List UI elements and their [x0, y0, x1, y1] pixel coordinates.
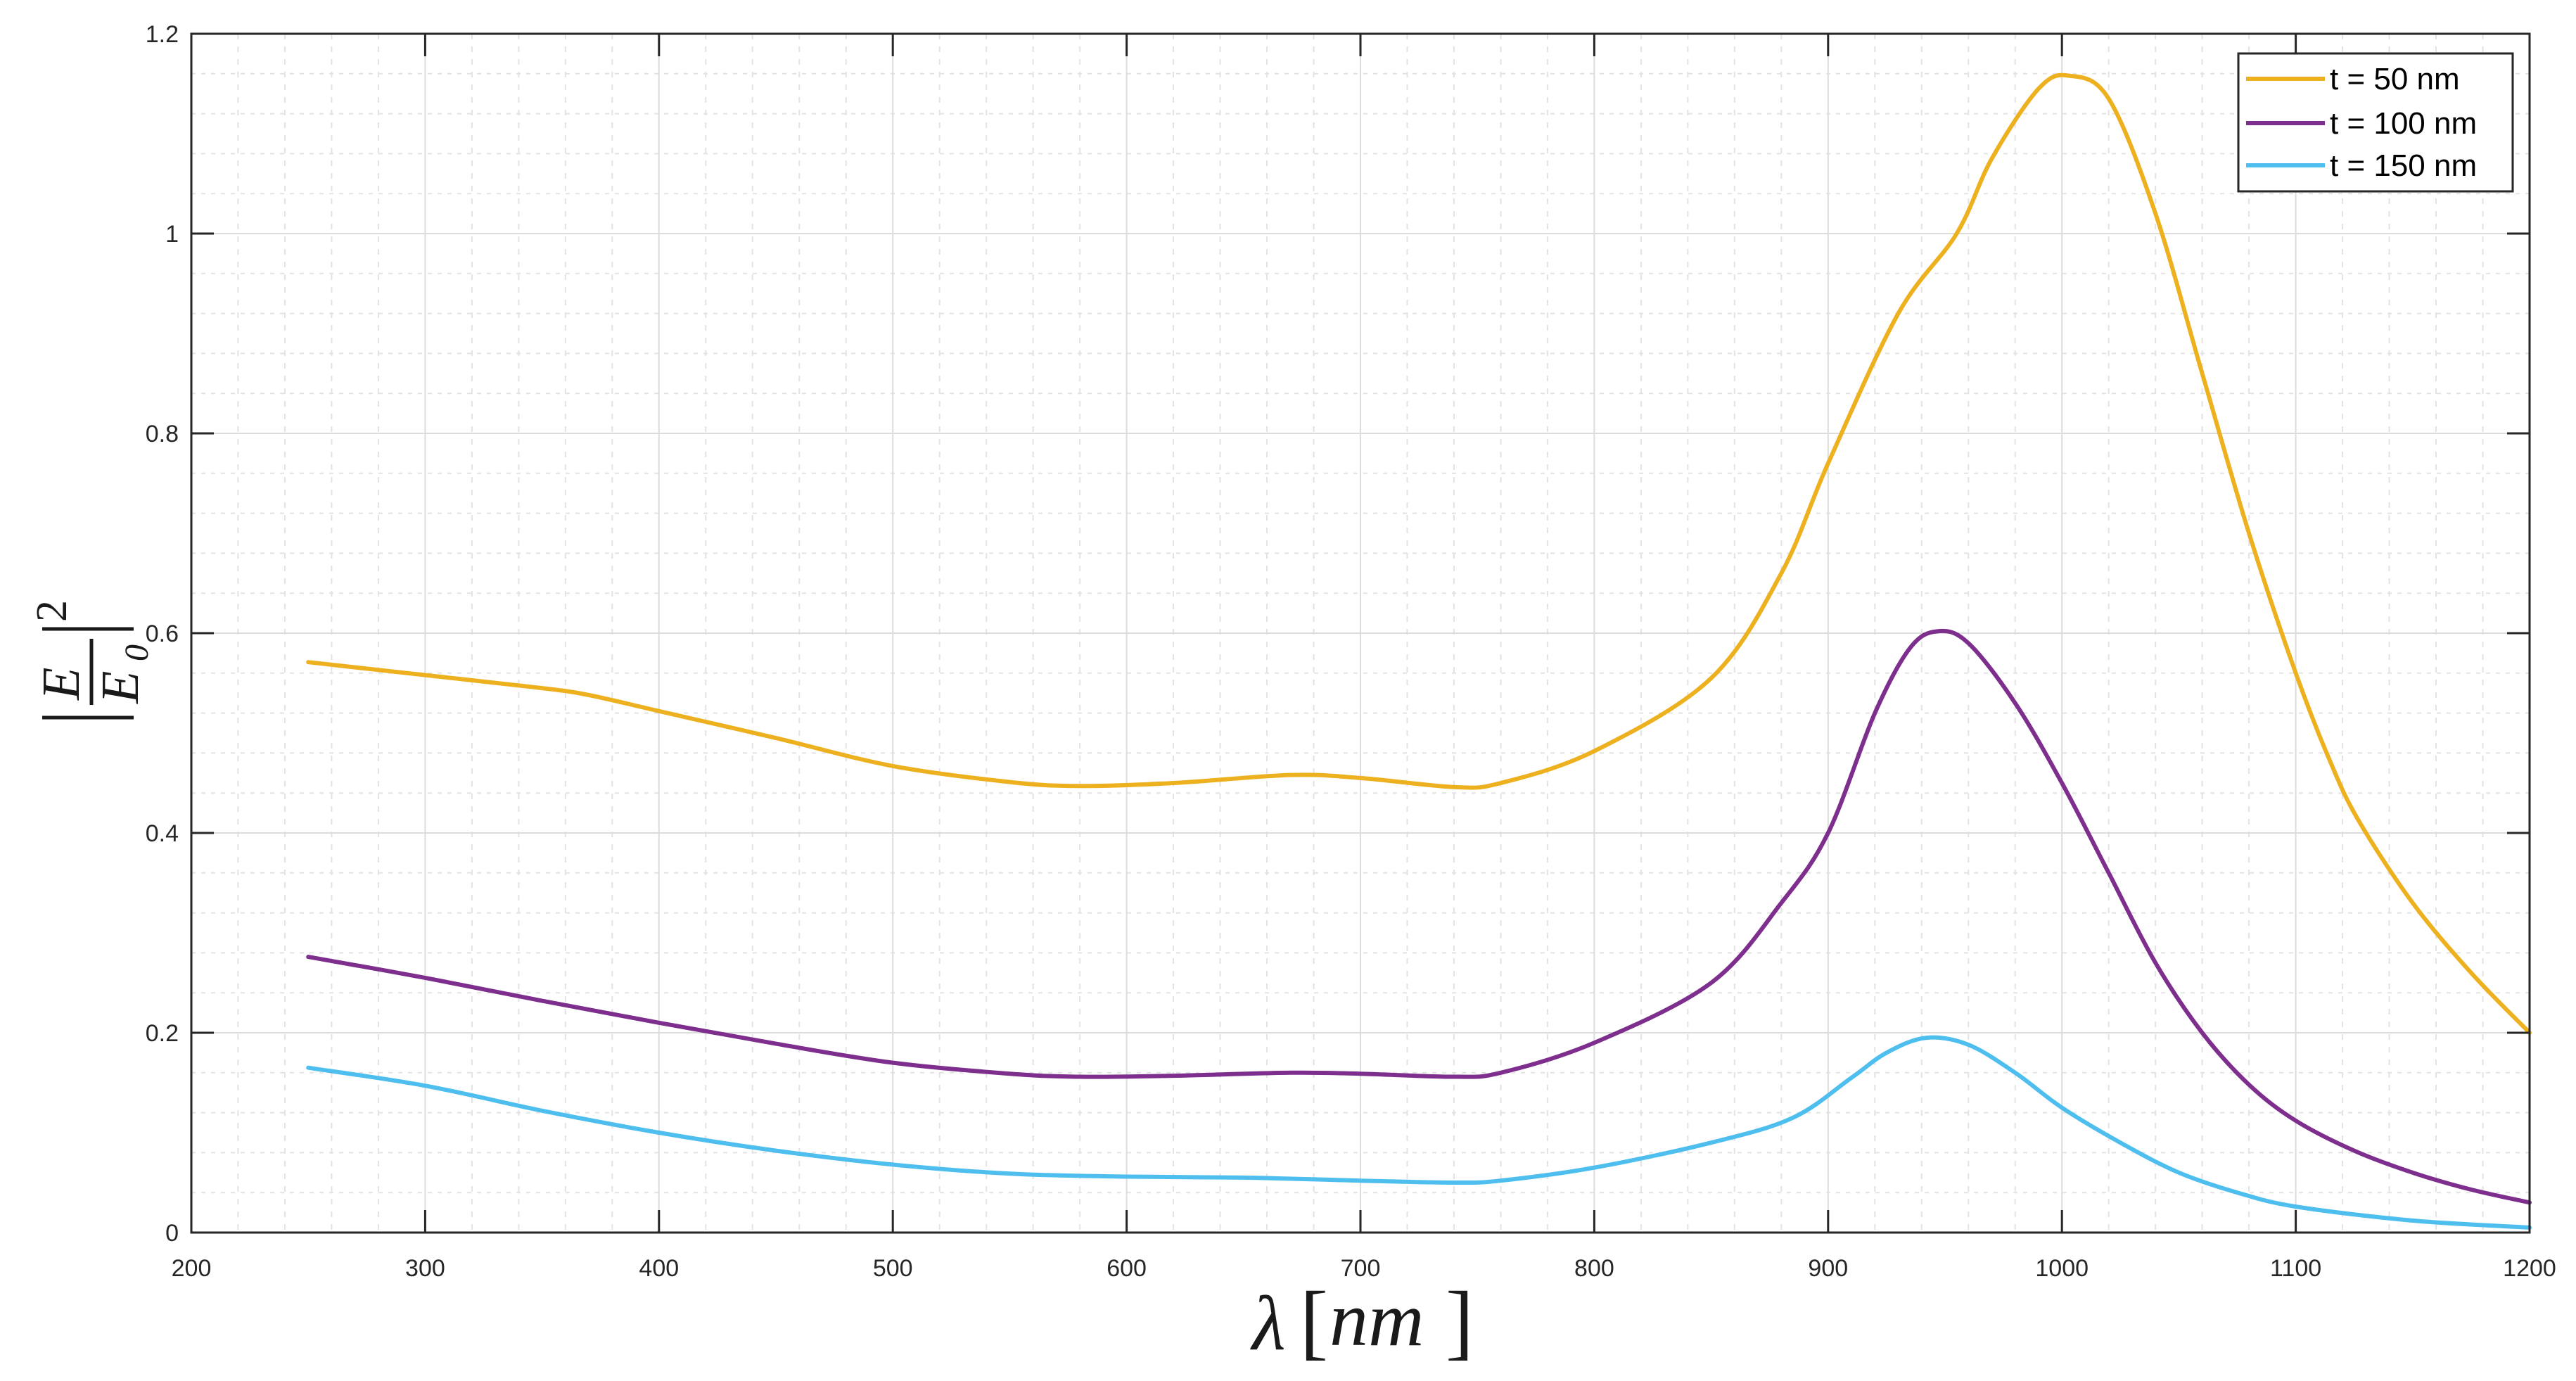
series-line-t150: [306, 1035, 2532, 1230]
y-tick-label: 1.2: [146, 21, 179, 48]
x-tick-label: 800: [1574, 1255, 1614, 1282]
series-line-t100: [306, 628, 2532, 1205]
series-layer: [306, 72, 2532, 1230]
y-tick-label: 0.6: [146, 621, 179, 647]
x-axis-label-unit: nm: [1330, 1276, 1424, 1362]
y-label-exponent: 2: [28, 600, 76, 622]
y-tick-label: 1: [165, 221, 179, 248]
legend-label-t100: t = 100 nm: [2330, 106, 2477, 141]
x-tick-label: 700: [1341, 1255, 1381, 1282]
x-tick-label: 400: [639, 1255, 679, 1282]
x-tick-label: 200: [172, 1255, 212, 1282]
y-label-denominator-subscript: 0: [118, 644, 155, 661]
x-tick-label: 900: [1808, 1255, 1848, 1282]
y-tick-label: 0: [165, 1220, 179, 1247]
x-tick-label: 1100: [2270, 1255, 2321, 1282]
x-axis-label-open-bracket: [: [1300, 1274, 1328, 1368]
x-axis-label-close-bracket: ]: [1446, 1274, 1474, 1368]
y-label-numerator: E: [32, 668, 91, 701]
axes-box: [190, 32, 2531, 1234]
y-tick-labels: 0 0.2 0.4 0.6 0.8 1 1.2: [146, 21, 179, 1247]
y-tick-label: 0.2: [146, 1020, 179, 1047]
x-tick-label: 500: [873, 1255, 913, 1282]
x-tick-label: 1200: [2503, 1255, 2556, 1282]
x-tick-label: 600: [1107, 1255, 1147, 1282]
y-label-denominator: E: [91, 671, 150, 704]
y-tick-label: 0.8: [146, 421, 179, 447]
x-tick-label: 1000: [2035, 1255, 2089, 1282]
x-tick-labels: 200 300 400 500 600 700 800 900 1000 1100 1200: [172, 1255, 2556, 1282]
legend-label-t150: t = 150 nm: [2330, 148, 2477, 183]
x-tick-label: 300: [405, 1255, 445, 1282]
series-line-t50: [306, 72, 2532, 1035]
x-axis-label-lambda: λ: [1250, 1280, 1286, 1366]
legend: t = 50 nm t = 100 nm t = 150 nm: [2237, 52, 2514, 193]
y-axis-label: E E 0 2: [28, 600, 155, 720]
y-tick-label: 0.4: [146, 820, 179, 847]
x-axis-label: λ [ nm ]: [1250, 1274, 1474, 1368]
legend-label-t50: t = 50 nm: [2330, 62, 2460, 96]
